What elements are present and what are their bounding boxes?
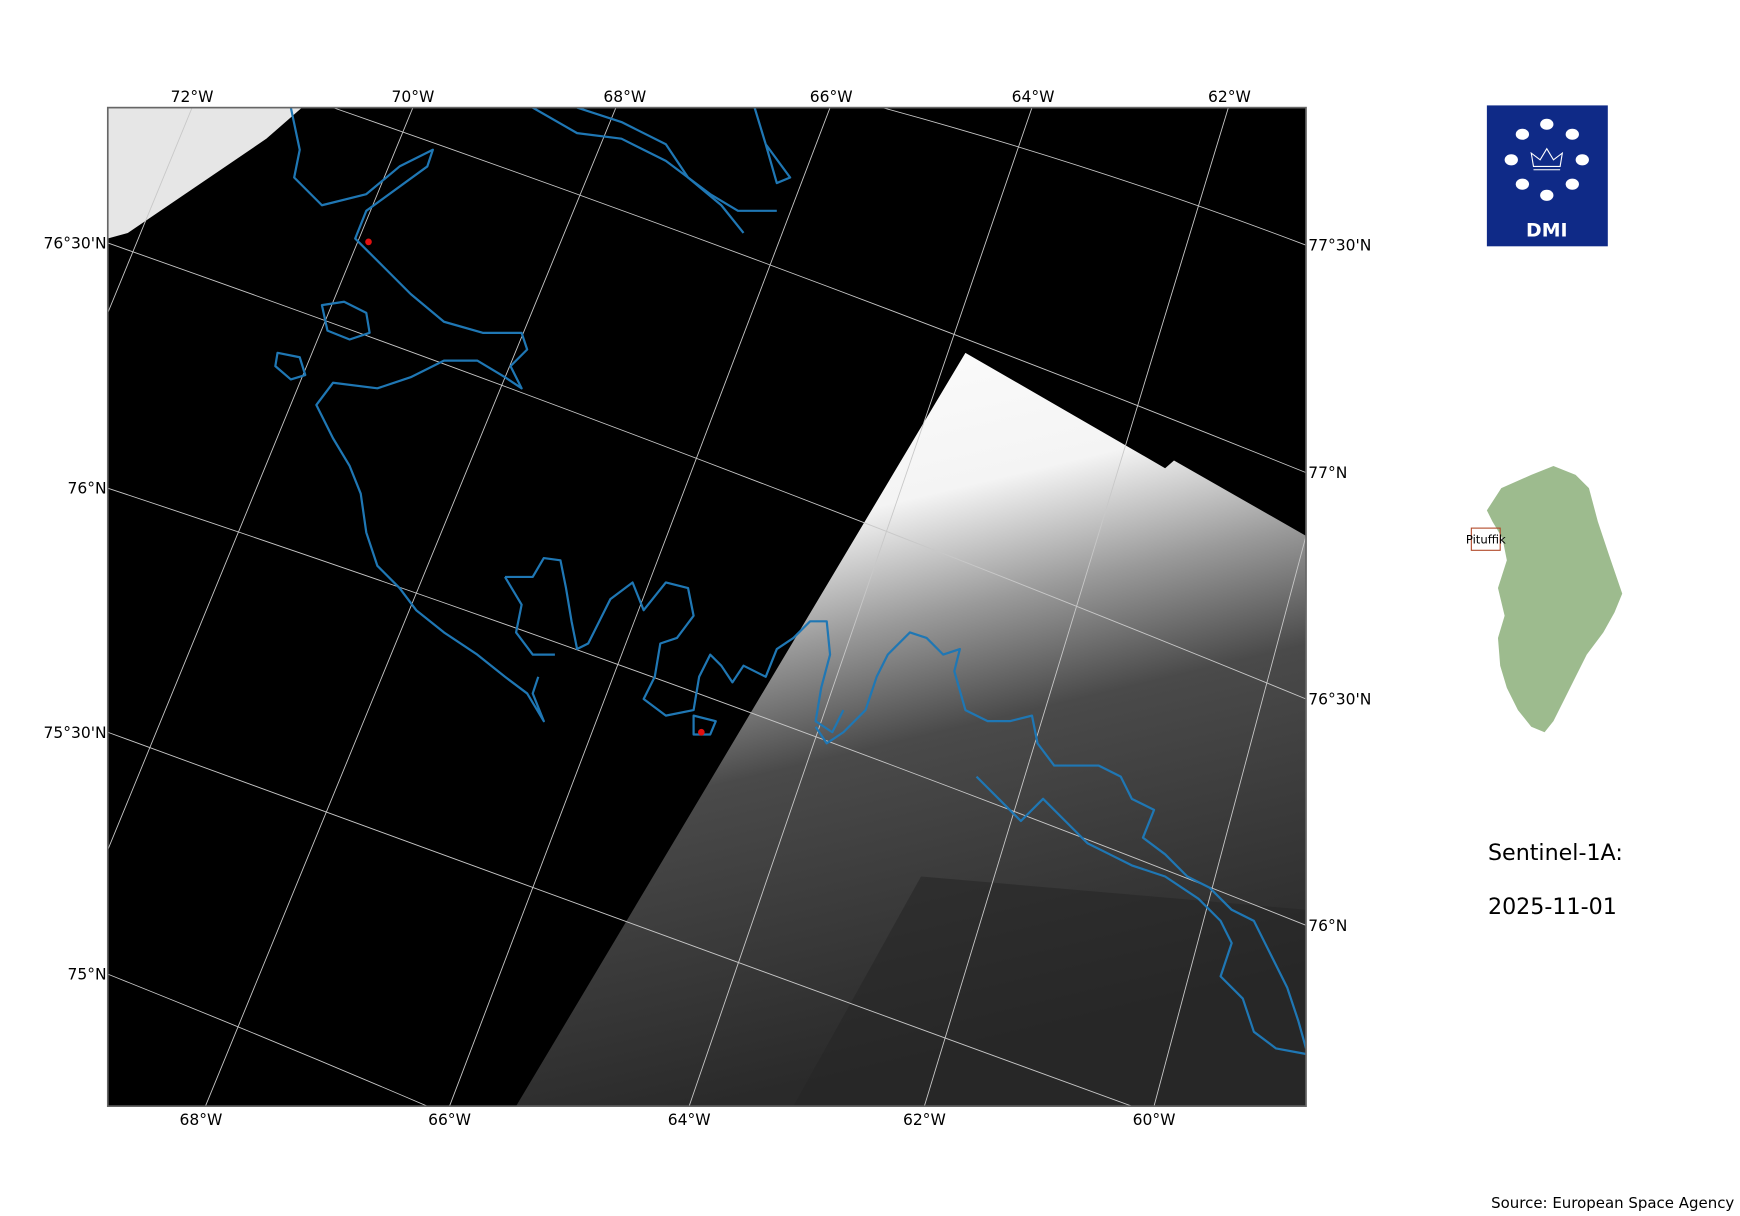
source-credit: Source: European Space Agency — [1491, 1194, 1734, 1212]
top-lon-label: 72°W — [171, 88, 214, 106]
bottom-lon-label: 62°W — [903, 1111, 946, 1129]
top-lon-label: 64°W — [1012, 88, 1055, 106]
dmi-logo-text: DMI — [1526, 219, 1567, 241]
bottom-lon-label: 68°W — [180, 1111, 223, 1129]
acquisition-date: 2025-11-01 — [1488, 894, 1617, 920]
meridian-60w — [1153, 535, 1307, 1107]
location-marker — [365, 238, 372, 246]
coastline — [532, 107, 777, 212]
map-panel — [107, 107, 1307, 1107]
left-lat-label: 75°30'N — [44, 724, 107, 742]
gridlines — [107, 107, 1307, 1107]
right-lat-label: 76°30'N — [1308, 691, 1371, 709]
bottom-lon-label: 66°W — [428, 1111, 471, 1129]
meridian-72w — [107, 107, 193, 314]
top-lon-label: 70°W — [391, 88, 434, 106]
coastline — [504, 556, 845, 734]
sar-swath-inner — [793, 876, 1307, 1107]
meridian-70w — [107, 107, 414, 851]
coastlines — [274, 107, 1307, 1056]
top-lon-label: 66°W — [810, 88, 853, 106]
coastline — [320, 300, 371, 341]
dmi-logo: DMI — [1486, 105, 1608, 247]
parallel-75n — [107, 973, 428, 1107]
parallel-77-30n — [882, 107, 1307, 246]
coastline — [814, 631, 1307, 1049]
location-marker — [698, 728, 705, 736]
coastline — [975, 775, 1307, 1056]
coastline — [576, 107, 745, 234]
meridian-66w — [449, 107, 831, 1107]
coastline — [753, 107, 792, 185]
right-lat-label: 76°N — [1308, 917, 1347, 935]
sar-swath-topleft — [107, 107, 302, 239]
pituffik-label: Pituffik — [1466, 533, 1506, 547]
top-lon-label: 68°W — [603, 88, 646, 106]
bottom-lon-label: 64°W — [668, 1111, 711, 1129]
parallel-77n — [332, 107, 1307, 474]
left-lat-label: 76°N — [68, 480, 107, 498]
greenland-shape — [1486, 465, 1623, 733]
coastline — [274, 351, 307, 381]
crown-icon — [1530, 147, 1564, 171]
top-lon-label: 62°W — [1208, 88, 1251, 106]
meridian-64w — [688, 107, 1033, 1107]
bottom-lon-label: 60°W — [1133, 1111, 1176, 1129]
meridian-68w — [205, 107, 617, 1107]
parallel-76n — [107, 487, 1307, 926]
map-frame-border — [106, 106, 1307, 1107]
left-lat-label: 75°N — [68, 966, 107, 984]
greenland-inset: Pituffik — [1466, 465, 1623, 733]
coastline — [504, 576, 555, 656]
coastline — [692, 714, 717, 736]
pituffik-box — [1470, 527, 1501, 551]
right-lat-label: 77°30'N — [1308, 237, 1371, 255]
left-lat-label: 76°30'N — [44, 235, 107, 253]
meridian-62w — [923, 107, 1229, 1107]
right-lat-label: 77°N — [1308, 464, 1347, 482]
satellite-label: Sentinel-1A: — [1488, 840, 1623, 866]
parallel-76-30n — [107, 242, 1307, 700]
coastline — [289, 107, 545, 723]
